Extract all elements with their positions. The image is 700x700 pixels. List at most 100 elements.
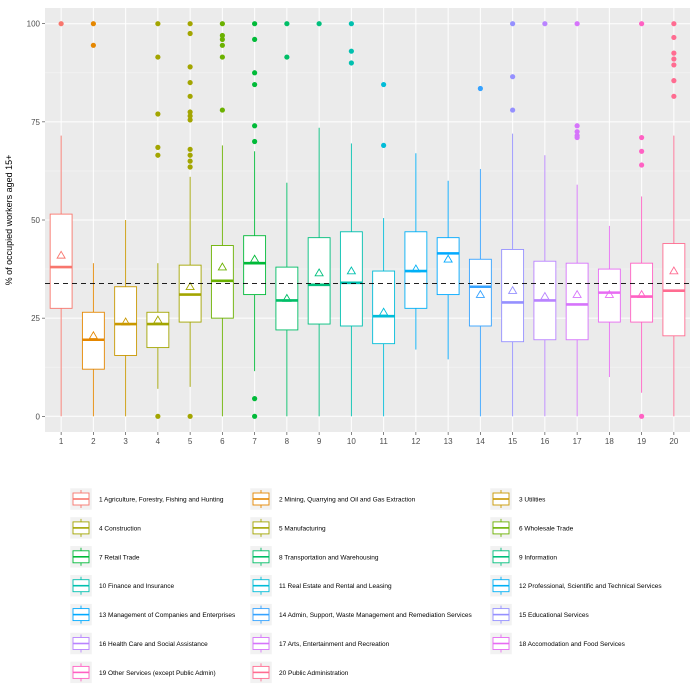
x-tick-label: 14 [476,437,485,446]
box-18 [597,225,621,378]
box-6 [210,21,234,417]
legend-label: 14 Admin, Support, Waste Management and … [279,612,472,619]
x-tick-label: 4 [156,437,161,446]
box-4 [146,21,170,419]
outlier-point [542,21,548,27]
legend-background [44,476,690,690]
x-tick-label: 16 [540,437,549,446]
box-19 [630,21,654,419]
iqr-box [597,268,621,323]
outlier-point [381,81,387,88]
outlier-point [671,93,677,99]
x-tick-label: 12 [411,437,420,446]
outlier-point [316,21,322,27]
x-tick-label: 3 [123,437,128,446]
outlier-point [219,107,225,113]
mean-marker [378,307,389,316]
mean-marker [185,281,195,290]
iqr-box [630,262,654,323]
box-8 [275,21,299,417]
outlier-point [58,21,64,27]
box-series [49,21,686,419]
y-tick-labels: 0 25 50 75 100 [27,20,45,421]
outlier-point [671,62,677,68]
outlier-point [187,64,193,70]
legend-key [249,661,273,684]
outlier-point [219,36,225,43]
y-tick-label: 50 [31,216,40,225]
outlier-point [252,138,258,145]
outlier-point [284,54,290,60]
mean-marker [88,330,99,340]
x-tick-label: 7 [252,437,257,446]
mean-marker [636,289,647,298]
legend-label: 9 Information [519,554,557,561]
legend-label: 1 Agriculture, Forestry, Fishing and Hun… [99,497,224,504]
iqr-box [114,286,138,356]
x-tick-label: 10 [347,437,356,446]
legend-key [489,574,513,597]
box-9 [307,21,331,417]
outlier-point [187,79,193,86]
y-tick-label: 75 [31,118,40,127]
legend-label: 7 Retail Trade [99,554,140,561]
outlier-point [381,142,387,149]
x-tick-label: 2 [91,437,96,446]
legend-label: 17 Arts, Entertainment and Recreation [279,641,390,648]
legend-key [69,487,93,511]
outlier-point [671,50,677,56]
legend-key [249,545,273,569]
outlier-point [639,413,645,419]
outlier-point [187,158,193,164]
outlier-point [187,93,193,99]
iqr-box [307,237,331,325]
legend-key [489,545,513,569]
iqr-box [468,258,492,327]
mean-marker [282,293,292,302]
x-tick-label: 6 [220,437,225,446]
outlier-point [671,34,677,41]
outlier-point [155,152,161,158]
box-14 [468,85,492,417]
outlier-point [639,134,645,141]
legend-key [249,632,273,655]
iqr-box [49,213,73,309]
mean-marker [507,285,518,294]
box-15 [501,21,525,417]
outlier-point [574,123,580,129]
legend-key [69,545,93,569]
box-7 [243,21,267,419]
outlier-point [155,54,161,60]
legend-label: 10 Finance and Insurance [99,583,175,590]
legend-label: 20 Public Administration [279,670,349,677]
outlier-point [187,109,193,115]
outlier-point [252,21,258,27]
mean-marker [120,317,131,326]
outlier-point [510,107,516,113]
x-tick-label: 13 [444,437,453,446]
legend-label: 16 Health Care and Social Assistance [99,641,208,648]
legend-label: 13 Management of Companies and Enterpris… [99,612,236,619]
outlier-point [510,74,516,80]
box-16 [533,21,557,417]
legend-key [249,574,273,597]
box-10 [339,21,363,417]
legend-key [249,516,273,540]
legend-key [69,661,93,684]
legend-label: 8 Transportation and Warehousing [279,554,379,561]
legend-label: 2 Mining, Quarrying and Oil and Gas Extr… [279,497,416,504]
outlier-point [187,413,193,419]
outlier-point [187,117,193,123]
x-tick-label: 17 [573,437,582,446]
legend-label: 18 Accomodation and Food Services [519,641,626,648]
iqr-box [275,266,299,331]
box-1 [49,21,73,417]
mean-marker [56,250,66,259]
outlier-point [90,42,96,48]
outlier-point [187,164,193,170]
x-tick-label: 19 [637,437,646,446]
mean-marker [217,262,228,271]
outlier-point [219,32,225,39]
outlier-point [252,413,258,419]
outlier-point [574,21,580,27]
